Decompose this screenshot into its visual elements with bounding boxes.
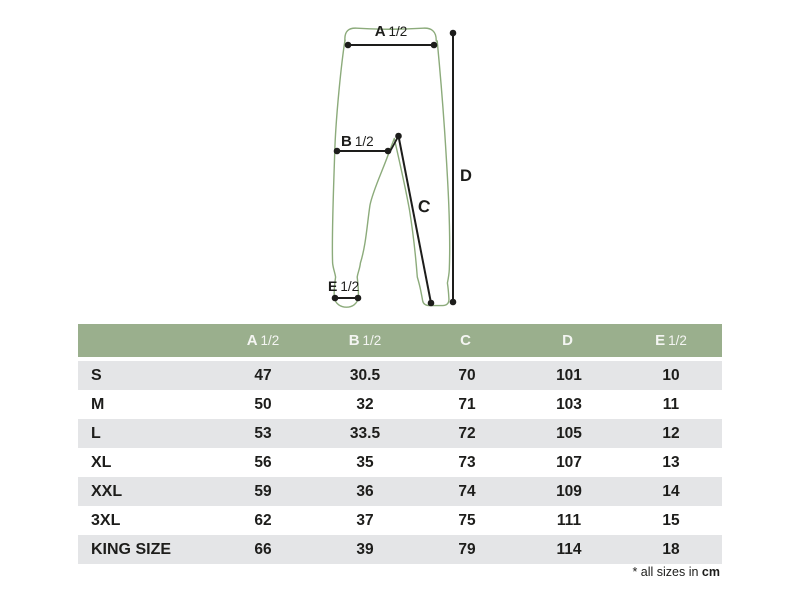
value-cell: 62 [212,506,314,535]
value-cell: 79 [416,535,518,564]
measurement-c: C [388,132,435,307]
footnote-text: * all sizes in [632,565,702,579]
value-cell: 71 [416,390,518,419]
measure-endpoints-c [395,132,435,307]
value-cell: 35 [314,448,416,477]
value-cell: 114 [518,535,620,564]
measure-label-d: D [460,167,472,185]
measure-label-b: B 1/2 [341,133,374,150]
table-row-3xl: 3XL 62 37 75 111 15 [78,506,722,535]
value-cell: 72 [416,419,518,448]
measurement-e: E 1/2 [328,278,362,302]
measure-endpoints-d [449,29,457,306]
table-header-row: A 1/2 B 1/2 C D E 1/2 [78,324,722,357]
size-table: A 1/2 B 1/2 C D E 1/2 S 47 30.5 70 101 10 M [78,324,722,564]
footnote-unit: cm [701,565,720,579]
value-cell: 37 [314,506,416,535]
value-cell: 36 [314,477,416,506]
value-cell: 14 [620,477,722,506]
value-cell: 107 [518,448,620,477]
measure-endpoints-e [331,294,362,302]
size-label: M [78,390,212,419]
column-header-d: D [518,324,620,357]
value-cell: 39 [314,535,416,564]
table-row-l: L 53 33.5 72 105 12 [78,419,722,448]
units-footnote: * all sizes in cm [632,565,720,579]
value-cell: 70 [416,357,518,390]
value-cell: 33.5 [314,419,416,448]
value-cell: 111 [518,506,620,535]
value-cell: 109 [518,477,620,506]
size-label: 3XL [78,506,212,535]
value-cell: 30.5 [314,357,416,390]
table-row-xxl: XXL 59 36 74 109 14 [78,477,722,506]
value-cell: 59 [212,477,314,506]
value-cell: 56 [212,448,314,477]
column-header-a: A 1/2 [212,324,314,357]
column-header-e: E 1/2 [620,324,722,357]
value-cell: 11 [620,390,722,419]
value-cell: 47 [212,357,314,390]
value-cell: 10 [620,357,722,390]
value-cell: 75 [416,506,518,535]
value-cell: 103 [518,390,620,419]
size-label: KING SIZE [78,535,212,564]
measurement-d: D [449,29,472,306]
table-row-s: S 47 30.5 70 101 10 [78,357,722,390]
value-cell: 15 [620,506,722,535]
value-cell: 105 [518,419,620,448]
size-label: XL [78,448,212,477]
value-cell: 12 [620,419,722,448]
measurement-b: B 1/2 [333,133,392,155]
column-header-c: C [416,324,518,357]
value-cell: 50 [212,390,314,419]
measure-endpoints-b [333,147,392,155]
value-cell: 101 [518,357,620,390]
measurement-a: A 1/2 [344,23,438,49]
measure-label-c: C [417,196,432,217]
table-row-king-size: KING SIZE 66 39 79 114 18 [78,535,722,564]
value-cell: 18 [620,535,722,564]
measure-label-a: A 1/2 [375,23,408,40]
table-row-xl: XL 56 35 73 107 13 [78,448,722,477]
size-label: L [78,419,212,448]
column-header-size [78,324,212,357]
value-cell: 13 [620,448,722,477]
pants-diagram: A 1/2 B 1/2 C [328,23,472,308]
value-cell: 73 [416,448,518,477]
measure-line-c [397,135,432,304]
table-row-m: M 50 32 71 103 11 [78,390,722,419]
value-cell: 74 [416,477,518,506]
value-cell: 32 [314,390,416,419]
value-cell: 53 [212,419,314,448]
pants-outline [331,27,451,308]
pants-waistband [344,27,437,42]
size-label: S [78,357,212,390]
column-header-b: B 1/2 [314,324,416,357]
pants-body [331,39,451,308]
value-cell: 66 [212,535,314,564]
measure-endpoints-a [344,41,438,49]
measure-label-e: E 1/2 [328,278,359,294]
size-label: XXL [78,477,212,506]
